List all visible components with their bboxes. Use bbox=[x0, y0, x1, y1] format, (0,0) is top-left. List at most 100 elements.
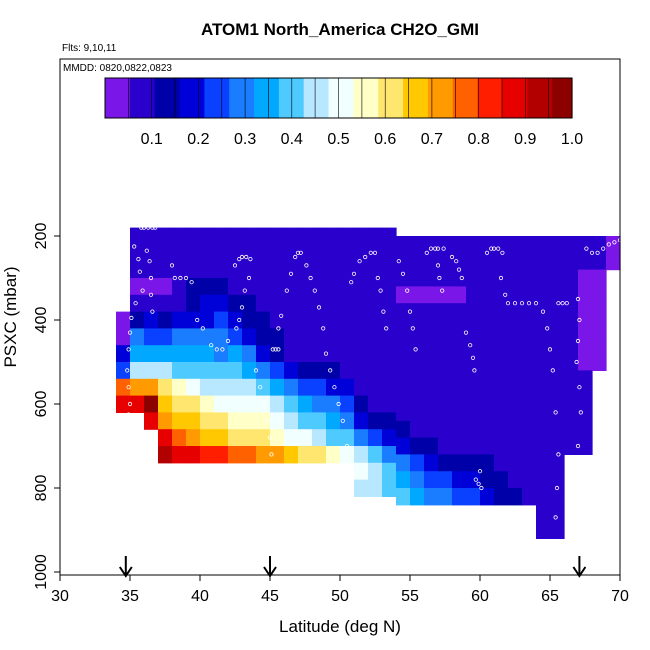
heatmap-cell-11-6 bbox=[270, 328, 285, 346]
heatmap-cell-33-8 bbox=[578, 370, 593, 388]
heatmap-cell-33-2 bbox=[578, 269, 593, 287]
colorbar-segment-63 bbox=[417, 78, 424, 118]
heatmap-cell-13-1 bbox=[298, 244, 313, 262]
heatmap-cell-1-0 bbox=[130, 227, 145, 245]
heatmap-cell-26-3 bbox=[480, 286, 495, 304]
heatmap-cell-10-8 bbox=[256, 362, 271, 380]
heatmap-cell-22-2 bbox=[424, 269, 439, 287]
heatmap-cell-17-8 bbox=[354, 362, 369, 380]
track-point-90 bbox=[424, 250, 429, 255]
heatmap-cell-25-10 bbox=[466, 404, 481, 422]
colorbar-segment-49 bbox=[348, 78, 355, 118]
colorbar-segment-0 bbox=[105, 78, 111, 118]
track-point-68 bbox=[323, 351, 329, 356]
heatmap-cell-9-4 bbox=[242, 294, 257, 313]
heatmap-cell-8-11 bbox=[228, 412, 243, 430]
heatmap-cell-9-5 bbox=[242, 311, 257, 329]
x-tick-label-7: 65 bbox=[541, 588, 559, 605]
heatmap-cell-17-11 bbox=[354, 412, 369, 430]
colorbar-segment-6 bbox=[134, 78, 141, 118]
heatmap-cell-29-8 bbox=[522, 370, 537, 388]
heatmap-cell-18-14 bbox=[368, 462, 383, 481]
colorbar-segment-10 bbox=[154, 78, 161, 118]
colorbar-segment-62 bbox=[413, 78, 419, 118]
heatmap-cell-24-13 bbox=[452, 454, 467, 472]
heatmap-cell-27-11 bbox=[494, 420, 509, 439]
heatmap-cell-7-5 bbox=[214, 311, 229, 329]
track-point-123 bbox=[545, 326, 550, 331]
heatmap-cell-15-0 bbox=[326, 227, 341, 245]
heatmap-cell-3-9 bbox=[158, 378, 173, 397]
heatmap-cell-15-12 bbox=[326, 429, 341, 447]
heatmap-cell-24-3 bbox=[452, 286, 467, 304]
heatmap-cell-28-0 bbox=[508, 236, 523, 254]
track-point-72 bbox=[340, 418, 345, 423]
heatmap-cell-24-14 bbox=[452, 471, 467, 489]
track-point-62 bbox=[298, 250, 303, 255]
colorbar-segment-91 bbox=[557, 78, 563, 118]
heatmap-cell-2-10 bbox=[144, 395, 159, 413]
track-point-107 bbox=[476, 481, 481, 486]
heatmap-cell-7-9 bbox=[214, 378, 229, 397]
heatmap-cell-33-7 bbox=[578, 353, 593, 371]
heatmap-cell-19-12 bbox=[382, 429, 397, 447]
heatmap-cell-21-0 bbox=[410, 236, 425, 254]
heatmap-cell-24-2 bbox=[452, 269, 467, 287]
colorbar-segment-92 bbox=[562, 78, 568, 118]
heatmap-cell-28-14 bbox=[508, 471, 523, 489]
heatmap-cell-5-11 bbox=[186, 412, 201, 430]
heatmap-cell-3-10 bbox=[158, 395, 173, 413]
track-point-71 bbox=[336, 401, 341, 407]
heatmap-cell-14-12 bbox=[312, 429, 327, 447]
heatmap-cell-14-3 bbox=[312, 278, 327, 296]
heatmap-cell-3-5 bbox=[158, 311, 173, 329]
colorbar-tick-label-0: 0.1 bbox=[141, 131, 163, 148]
heatmap-cell-16-7 bbox=[340, 345, 355, 363]
heatmap-cell-26-14 bbox=[480, 471, 495, 489]
heatmap-cell-27-0 bbox=[494, 236, 509, 254]
track-point-80 bbox=[375, 275, 380, 281]
heatmap-cell-19-10 bbox=[382, 395, 397, 413]
colorbar-segment-83 bbox=[517, 78, 523, 118]
heatmap-cell-22-3 bbox=[424, 286, 439, 304]
heatmap-cell-3-3 bbox=[158, 278, 173, 296]
colorbar-segment-8 bbox=[144, 78, 151, 118]
heatmap-cell-32-12 bbox=[564, 437, 579, 455]
colorbar-segment-11 bbox=[159, 78, 166, 118]
heatmap-cell-32-3 bbox=[564, 286, 579, 304]
track-point-30 bbox=[189, 280, 194, 285]
heatmap-cell-23-5 bbox=[438, 320, 453, 338]
heatmap-cell-34-4 bbox=[592, 303, 607, 321]
heatmap-cell-18-15 bbox=[368, 479, 383, 497]
track-point-108 bbox=[479, 485, 484, 491]
heatmap-cell-5-0 bbox=[186, 227, 201, 245]
heatmap-cell-4-10 bbox=[172, 395, 187, 413]
colorbar-segment-93 bbox=[567, 78, 573, 118]
heatmap-cell-34-2 bbox=[592, 269, 607, 287]
colorbar-tick-label-7: 0.8 bbox=[467, 131, 489, 148]
track-point-147 bbox=[606, 242, 611, 247]
heatmap-cell-34-0 bbox=[592, 236, 607, 254]
heatmap-cell-15-1 bbox=[326, 244, 341, 262]
heatmap-cell-30-3 bbox=[536, 286, 551, 304]
heatmap-cell-25-15 bbox=[466, 488, 481, 506]
heatmap-cell-35-1 bbox=[606, 252, 621, 271]
heatmap-cell-9-13 bbox=[242, 446, 257, 464]
heatmap-cell-32-4 bbox=[564, 303, 579, 321]
chart-title: ATOM1 North_America CH2O_GMI bbox=[201, 20, 479, 39]
heatmap-cell-27-12 bbox=[494, 437, 509, 455]
heatmap-cell-6-0 bbox=[200, 227, 215, 245]
heatmap-cell-30-11 bbox=[536, 420, 551, 439]
heatmap-cell-11-3 bbox=[270, 278, 285, 296]
heatmap-cell-30-12 bbox=[536, 437, 551, 455]
track-point-32 bbox=[200, 326, 205, 331]
heatmap-cell-2-8 bbox=[144, 362, 159, 380]
heatmap-cell-5-2 bbox=[186, 261, 201, 279]
colorbar-segment-82 bbox=[512, 78, 518, 118]
heatmap-cell-17-9 bbox=[354, 378, 369, 397]
track-point-74 bbox=[349, 280, 354, 285]
colorbar-segment-68 bbox=[442, 78, 449, 118]
track-point-63 bbox=[304, 263, 309, 268]
track-point-64 bbox=[308, 275, 313, 281]
heatmap-cell-0-3 bbox=[116, 362, 131, 380]
